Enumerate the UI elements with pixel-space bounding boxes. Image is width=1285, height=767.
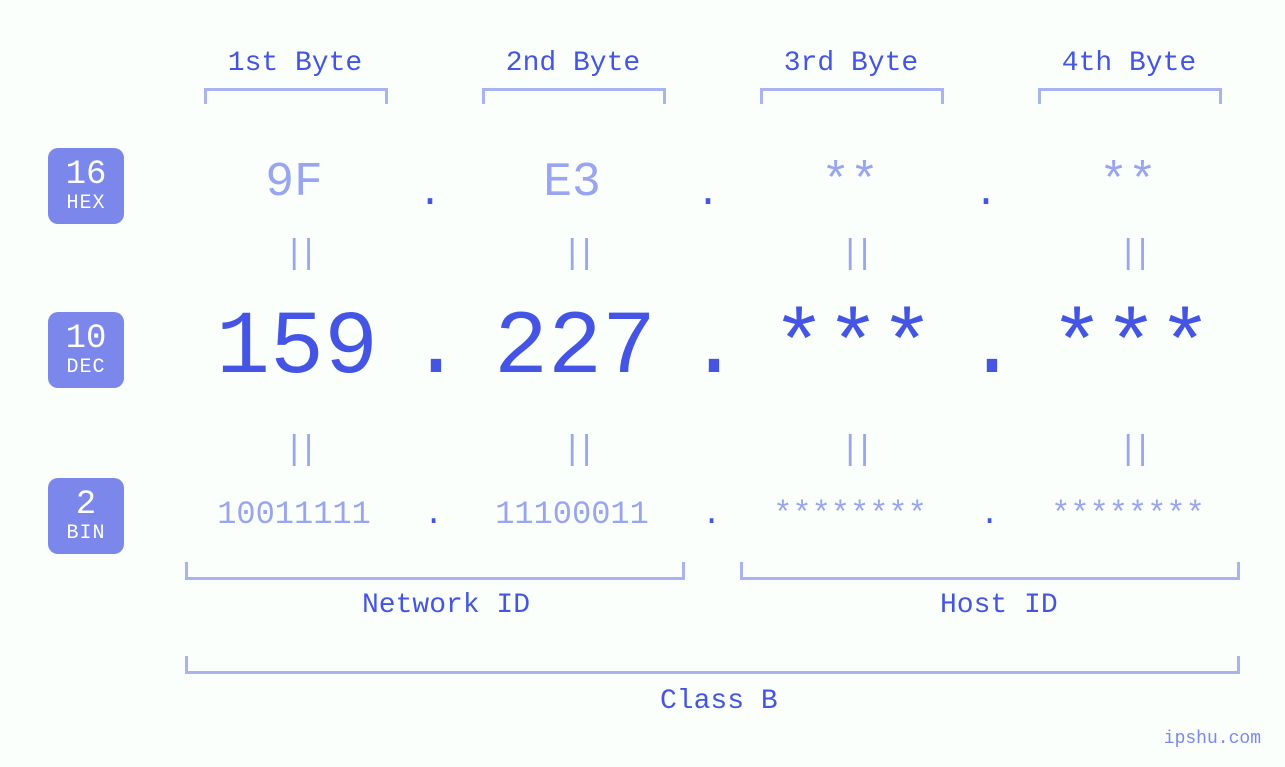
ip-diagram: 1st Byte 2nd Byte 3rd Byte 4th Byte 16 H…	[0, 0, 1285, 767]
hex-byte-4: **	[1038, 156, 1218, 210]
hex-dot-2: .	[696, 172, 720, 217]
dec-byte-3: ***	[736, 298, 970, 400]
byte-bracket-1	[204, 88, 388, 104]
eq-2-2: ||	[562, 432, 591, 470]
host-id-bracket	[740, 562, 1240, 580]
dec-byte-4: ***	[1014, 298, 1248, 400]
eq-1-2: ||	[562, 236, 591, 274]
bin-base-badge: 2 BIN	[48, 478, 124, 554]
byte-header-4: 4th Byte	[1034, 48, 1224, 79]
bin-byte-2: 11100011	[454, 496, 690, 533]
hex-dot-1: .	[418, 172, 442, 217]
network-id-label: Network ID	[362, 590, 530, 621]
bin-dot-1: .	[424, 496, 443, 533]
class-bracket	[185, 656, 1240, 674]
eq-2-4: ||	[1118, 432, 1147, 470]
eq-2-1: ||	[284, 432, 313, 470]
network-id-bracket	[185, 562, 685, 580]
dec-base-label: DEC	[66, 357, 105, 378]
host-id-label: Host ID	[940, 590, 1058, 621]
class-label: Class B	[660, 686, 778, 717]
hex-dot-3: .	[974, 172, 998, 217]
eq-1-4: ||	[1118, 236, 1147, 274]
byte-bracket-4	[1038, 88, 1222, 104]
bin-dot-3: .	[980, 496, 999, 533]
dec-byte-2: 227	[458, 298, 692, 400]
bin-byte-1: 10011111	[176, 496, 412, 533]
eq-1-1: ||	[284, 236, 313, 274]
byte-header-3: 3rd Byte	[756, 48, 946, 79]
dec-base-number: 10	[66, 322, 107, 358]
byte-bracket-3	[760, 88, 944, 104]
hex-byte-3: **	[760, 156, 940, 210]
bin-dot-2: .	[702, 496, 721, 533]
bin-byte-3: ********	[732, 496, 968, 533]
bin-base-label: BIN	[66, 523, 105, 544]
hex-byte-1: 9F	[204, 156, 384, 210]
dec-dot-2: .	[687, 298, 741, 400]
eq-2-3: ||	[840, 432, 869, 470]
byte-bracket-2	[482, 88, 666, 104]
hex-base-label: HEX	[66, 193, 105, 214]
hex-byte-2: E3	[482, 156, 662, 210]
watermark: ipshu.com	[1164, 729, 1261, 749]
bin-byte-4: ********	[1010, 496, 1246, 533]
dec-base-badge: 10 DEC	[48, 312, 124, 388]
dec-byte-1: 159	[180, 298, 414, 400]
eq-1-3: ||	[840, 236, 869, 274]
dec-dot-1: .	[409, 298, 463, 400]
bin-base-number: 2	[76, 488, 96, 524]
hex-base-badge: 16 HEX	[48, 148, 124, 224]
byte-header-2: 2nd Byte	[478, 48, 668, 79]
hex-base-number: 16	[66, 158, 107, 194]
dec-dot-3: .	[965, 298, 1019, 400]
byte-header-1: 1st Byte	[200, 48, 390, 79]
